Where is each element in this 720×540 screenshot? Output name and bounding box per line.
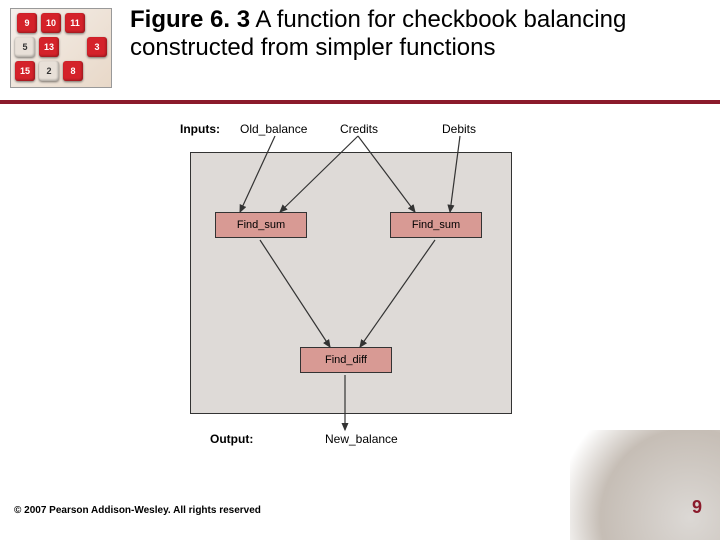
divider-bar bbox=[0, 100, 720, 104]
find-sum-right-box: Find_sum bbox=[390, 212, 482, 238]
puzzle-tile: 11 bbox=[65, 13, 85, 33]
input-debits: Debits bbox=[442, 122, 476, 136]
puzzle-tile: 2 bbox=[39, 61, 59, 81]
find-diff-label: Find_diff bbox=[325, 354, 367, 366]
output-label: Output: bbox=[210, 432, 253, 446]
output-value: New_balance bbox=[325, 432, 398, 446]
puzzle-tile: 15 bbox=[15, 61, 35, 81]
input-old-balance: Old_balance bbox=[240, 122, 307, 136]
find-diff-box: Find_diff bbox=[300, 347, 392, 373]
copyright-text: © 2007 Pearson Addison-Wesley. All right… bbox=[14, 505, 261, 516]
thumbnail-image: 91011 513 3 1528 bbox=[10, 8, 112, 88]
diagram: Inputs: Old_balance Credits Debits Find_… bbox=[180, 122, 530, 472]
puzzle-tile: 5 bbox=[15, 37, 35, 57]
puzzle-tile: 8 bbox=[63, 61, 83, 81]
page-number: 9 bbox=[692, 497, 702, 518]
inputs-label: Inputs: bbox=[180, 122, 220, 136]
puzzle-tile: 3 bbox=[87, 37, 107, 57]
corner-decoration bbox=[570, 430, 720, 540]
composite-function-box bbox=[190, 152, 512, 414]
find-sum-left-label: Find_sum bbox=[237, 219, 285, 231]
puzzle-tile: 13 bbox=[39, 37, 59, 57]
find-sum-left-box: Find_sum bbox=[215, 212, 307, 238]
figure-title: Figure 6. 3 A function for checkbook bal… bbox=[130, 6, 690, 61]
input-credits: Credits bbox=[340, 122, 378, 136]
find-sum-right-label: Find_sum bbox=[412, 219, 460, 231]
puzzle-tile: 10 bbox=[41, 13, 61, 33]
figure-label: Figure 6. 3 bbox=[130, 6, 250, 33]
slide: 9101151331528 Figure 6. 3 A function for… bbox=[0, 0, 720, 540]
puzzle-tile: 9 bbox=[17, 13, 37, 33]
